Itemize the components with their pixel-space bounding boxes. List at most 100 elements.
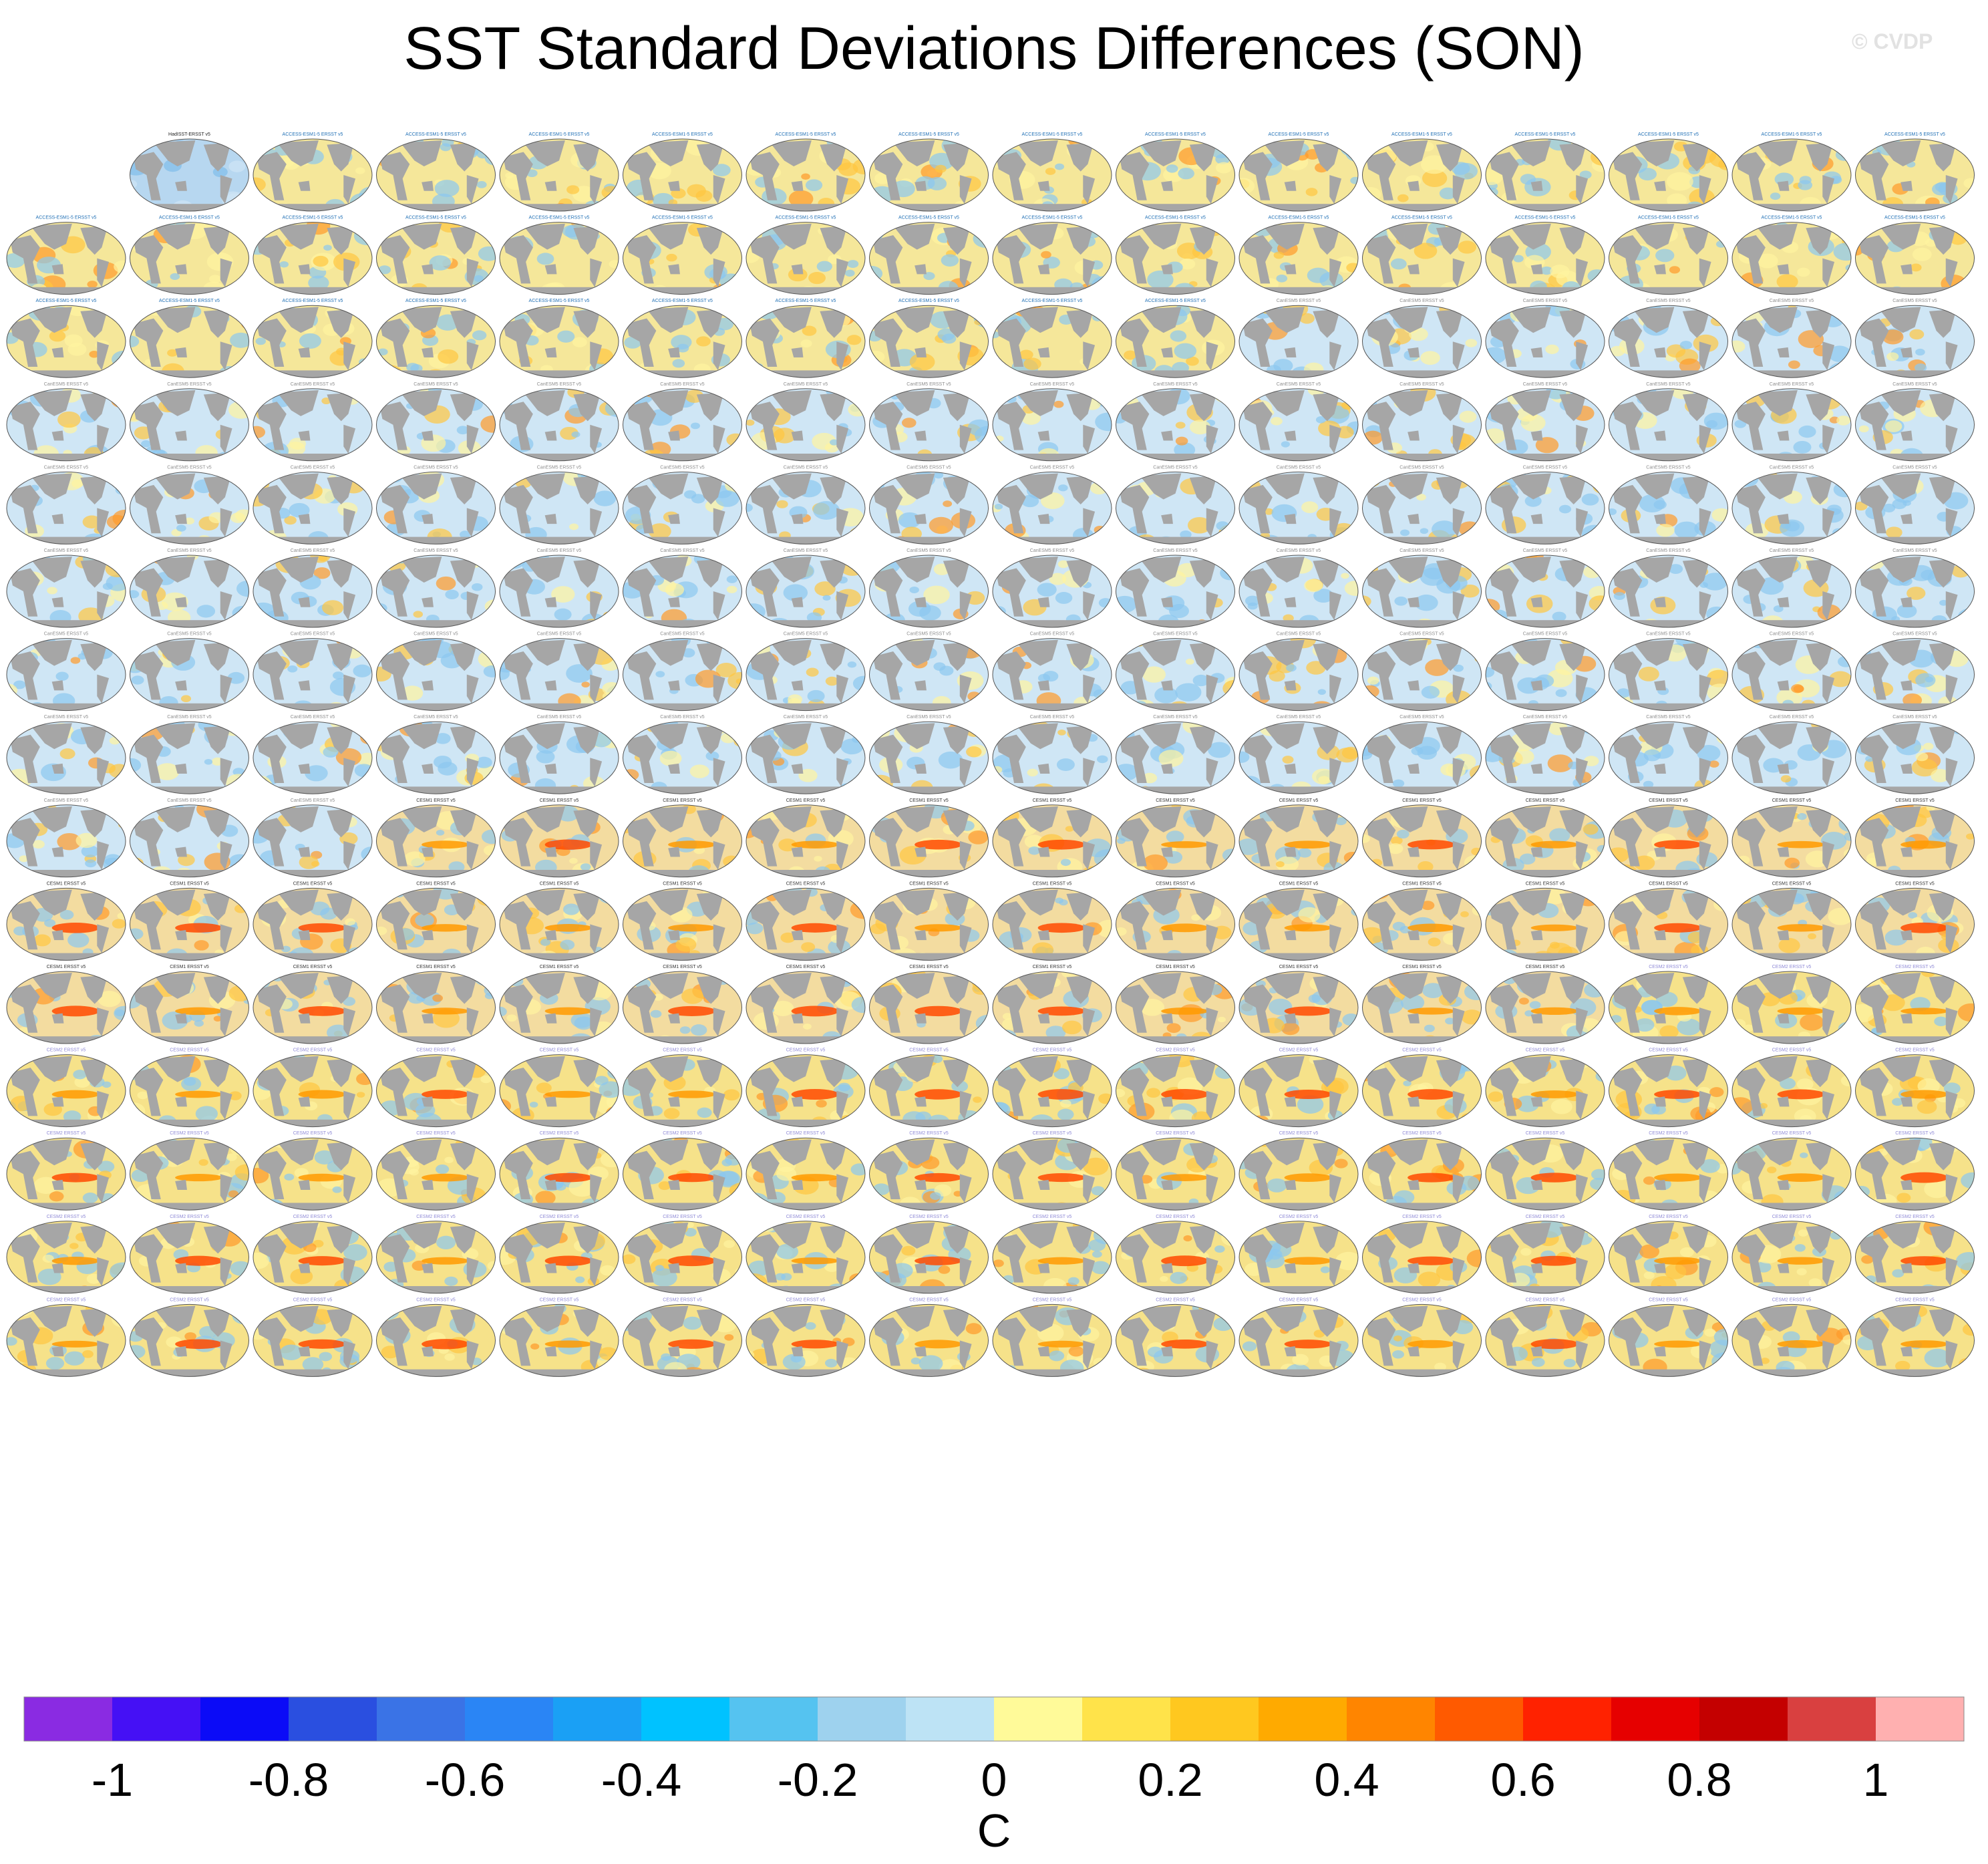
asia-landmass xyxy=(523,557,565,583)
map-panel: ACCESS-ESM1-5 ERSST v5 xyxy=(1362,216,1482,295)
anomaly-patch xyxy=(623,971,641,983)
panel-label: CESM2 ERSST v5 xyxy=(1649,965,1688,969)
anomaly-patch xyxy=(1093,689,1107,699)
panel-label: CanESM5 ERSST v5 xyxy=(1646,465,1691,470)
panel-label: CanESM5 ERSST v5 xyxy=(660,382,705,387)
asia-landmass xyxy=(277,140,319,167)
antarctica-landmass xyxy=(1732,1036,1851,1044)
anomaly-patch xyxy=(130,305,144,315)
australia-landmass xyxy=(791,763,804,774)
anomaly-patch xyxy=(1201,540,1211,545)
anomaly-patch xyxy=(1932,182,1951,196)
antarctica-landmass xyxy=(746,1036,865,1044)
australia-landmass xyxy=(544,763,557,774)
anomaly-patch xyxy=(1175,436,1188,446)
map-outline xyxy=(499,222,619,295)
anomaly-patch xyxy=(1611,864,1638,877)
anomaly-patch xyxy=(1019,349,1033,360)
north-america-landmass xyxy=(696,559,724,588)
antarctica-landmass xyxy=(1732,370,1851,378)
anomaly-patch xyxy=(746,283,764,295)
anomaly-patch xyxy=(1239,1054,1253,1066)
australia-landmass xyxy=(544,347,557,357)
panel-label: CanESM5 ERSST v5 xyxy=(291,715,335,720)
anomaly-patch xyxy=(1486,168,1503,185)
antarctica-landmass xyxy=(1116,953,1235,961)
antarctica-landmass xyxy=(7,1036,126,1044)
anomaly-patch xyxy=(376,603,387,613)
anomaly-patch xyxy=(1609,888,1623,901)
australia-landmass xyxy=(791,180,804,191)
asia-landmass xyxy=(277,639,319,666)
anomaly-patch xyxy=(593,490,617,506)
panel-label: CanESM5 ERSST v5 xyxy=(537,549,582,553)
antarctica-landmass xyxy=(623,454,742,461)
antarctica-landmass xyxy=(376,620,496,627)
map-outline xyxy=(130,804,249,878)
anomaly-patch xyxy=(1835,148,1851,161)
asia-landmass xyxy=(30,557,72,583)
anomaly-patch xyxy=(856,777,865,784)
antarctica-landmass xyxy=(130,370,249,378)
map-panel: CESM1 ERSST v5 xyxy=(1485,881,1605,961)
anomaly-patch xyxy=(1593,478,1605,494)
africa-europe-landmass xyxy=(1735,318,1766,367)
anomaly-patch xyxy=(529,1101,538,1108)
anomaly-patch xyxy=(560,939,575,950)
map-panel: CESM2 ERSST v5 xyxy=(746,1048,866,1128)
panel-label: CESM2 ERSST v5 xyxy=(416,1048,456,1053)
panel-label: CanESM5 ERSST v5 xyxy=(1399,715,1444,720)
north-america-landmass xyxy=(1806,475,1834,504)
panel-label: CanESM5 ERSST v5 xyxy=(1030,382,1075,387)
map-outline xyxy=(6,222,126,295)
panel-label: CESM2 ERSST v5 xyxy=(47,1131,86,1136)
anomaly-patch xyxy=(1590,148,1605,166)
north-america-landmass xyxy=(1313,642,1341,671)
map-panel: CanESM5 ERSST v5 xyxy=(130,715,249,794)
map-panel: CESM2 ERSST v5 xyxy=(1609,965,1728,1044)
australia-landmass xyxy=(298,264,311,275)
anomaly-patch xyxy=(841,952,861,961)
north-america-landmass xyxy=(1066,309,1094,338)
anomaly-patch xyxy=(1719,555,1728,560)
south-america-landmass xyxy=(959,758,972,787)
asia-landmass xyxy=(1263,140,1305,167)
anomaly-patch xyxy=(506,1014,517,1022)
south-america-landmass xyxy=(1083,674,1096,704)
africa-europe-landmass xyxy=(10,568,40,617)
asia-landmass xyxy=(1509,140,1551,167)
asia-landmass xyxy=(893,473,935,500)
australia-landmass xyxy=(1407,680,1420,691)
anomaly-patch xyxy=(733,736,742,747)
anomaly-patch xyxy=(966,746,982,758)
anomaly-patch xyxy=(1835,725,1851,737)
panel-label: CanESM5 ERSST v5 xyxy=(906,715,951,720)
anomaly-patch xyxy=(235,472,246,480)
africa-europe-landmass xyxy=(626,651,657,700)
anomaly-patch xyxy=(923,585,950,605)
anomaly-patch xyxy=(595,1076,609,1086)
map-panel: CESM1 ERSST v5 xyxy=(130,881,249,961)
anomaly-patch xyxy=(1169,604,1189,618)
north-america-landmass xyxy=(1436,226,1464,255)
panel-label: ACCESS-ESM1-5 ERSST v5 xyxy=(1391,216,1452,220)
australia-landmass xyxy=(175,264,187,275)
antarctica-landmass xyxy=(1855,287,1975,295)
chart-title: SST Standard Deviations Differences (SON… xyxy=(403,15,1585,82)
anomaly-patch xyxy=(483,665,496,677)
anomaly-patch xyxy=(663,1108,680,1120)
panel-label: CESM1 ERSST v5 xyxy=(663,965,702,969)
anomaly-patch xyxy=(566,185,580,194)
anomaly-patch xyxy=(112,919,126,929)
south-america-landmass xyxy=(1329,758,1342,787)
anomaly-patch xyxy=(1638,666,1659,681)
map-panel: CESM1 ERSST v5 xyxy=(623,798,742,878)
anomaly-patch xyxy=(285,442,306,456)
antarctica-landmass xyxy=(623,370,742,378)
asia-landmass xyxy=(154,223,196,250)
map-panel: ACCESS-ESM1-5 ERSST v5 xyxy=(869,299,989,378)
anomaly-patch xyxy=(1220,565,1235,581)
australia-landmass xyxy=(1900,347,1913,357)
panel-label: CESM2 ERSST v5 xyxy=(47,1048,86,1053)
australia-landmass xyxy=(1037,264,1050,275)
